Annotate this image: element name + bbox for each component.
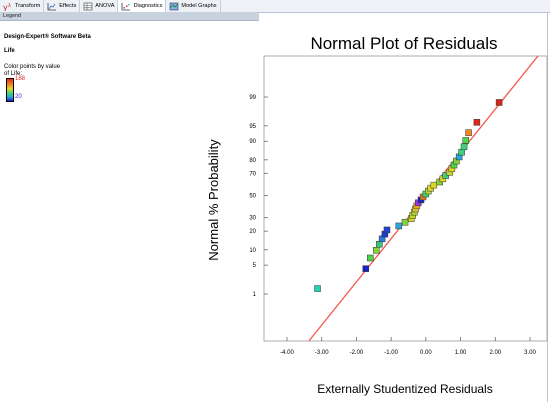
residual-point	[465, 129, 472, 136]
software-title: Design-Expert® Software Beta	[4, 34, 91, 40]
legend-panel: Design-Expert® Software Beta Life Color …	[4, 34, 254, 102]
x-axis: -4.00 -3.00 -2.00 -1.00 0.00 1.00 2.00 3.00	[280, 337, 536, 356]
x-tick-label: 2.00	[489, 350, 501, 356]
plot-frame	[263, 55, 548, 342]
residual-point	[372, 246, 380, 254]
residual-point	[460, 143, 468, 151]
y-tick-label: 90	[249, 139, 256, 145]
residual-point	[458, 148, 465, 156]
residual-point	[383, 226, 391, 234]
x-tick-label: -2.00	[350, 350, 364, 356]
model-graphs-tab[interactable]: Model Graphs	[166, 0, 221, 12]
y-tick-label: 99	[249, 95, 256, 101]
y-tick-label: 10	[249, 248, 256, 254]
residual-point	[401, 218, 409, 226]
y-tick-label: 5	[253, 263, 257, 269]
y-tick-label: 80	[249, 158, 256, 164]
residual-point	[473, 119, 481, 126]
diagnostics-tab[interactable]: Diagnostics	[118, 0, 167, 12]
residual-point	[314, 285, 321, 292]
y-tick-label: 95	[249, 124, 256, 130]
color-scale-min: 20	[15, 94, 22, 100]
effects-icon	[47, 2, 57, 11]
model-graphs-tab-label: Model Graphs	[181, 3, 217, 9]
x-tick-label: -3.00	[315, 350, 329, 356]
response-name: Life	[4, 48, 15, 54]
y-tick-label: 50	[249, 194, 256, 200]
legend-header-label: Legend	[3, 13, 21, 19]
color-scale-max: 188	[15, 76, 26, 82]
effects-tab[interactable]: Effects	[44, 0, 81, 12]
transform-tab-label: Transform	[15, 3, 41, 9]
residual-point	[367, 254, 374, 262]
color-points-label: Color points by value of Life:	[4, 64, 61, 77]
y-tick-label: 30	[249, 216, 256, 222]
residual-point	[430, 181, 438, 189]
svg-text:λ: λ	[8, 3, 11, 9]
x-axis-label: Externally Studentized Residuals	[317, 382, 492, 396]
chart-title: Normal Plot of Residuals	[310, 34, 497, 53]
svg-text:y: y	[3, 3, 8, 11]
x-tick-label: 0.00	[420, 350, 432, 356]
anova-tab-label: ANOVA	[95, 3, 115, 9]
anova-tab[interactable]: ANOVA	[80, 0, 119, 12]
model-graphs-icon	[169, 2, 179, 11]
legend-panel-header: Legend	[0, 12, 259, 21]
residual-point	[442, 172, 449, 179]
x-tick-label: 1.00	[455, 350, 467, 356]
diagnostics-tab-label: Diagnostics	[133, 3, 163, 9]
diagnostics-icon	[121, 2, 131, 11]
y-tick-label: 70	[249, 171, 256, 177]
residual-point	[362, 265, 370, 272]
x-tick-label: -1.00	[384, 350, 398, 356]
residual-point	[495, 99, 503, 106]
x-tick-label: -4.00	[280, 350, 294, 356]
anova-icon	[83, 2, 93, 11]
effects-tab-label: Effects	[59, 3, 77, 9]
y-axis-label: Normal % Probability	[206, 139, 221, 261]
residual-point	[462, 137, 470, 144]
y-tick-label: 1	[253, 292, 257, 298]
panel-border	[547, 12, 548, 402]
residual-point	[395, 222, 403, 230]
residual-point	[376, 240, 383, 248]
y-tick-label: 20	[249, 229, 256, 235]
y-axis: 1 5 10 20 30 50 70 80 90 95 99	[249, 95, 268, 298]
color-scale-bar	[6, 78, 14, 102]
x-tick-label: 3.00	[524, 350, 536, 356]
